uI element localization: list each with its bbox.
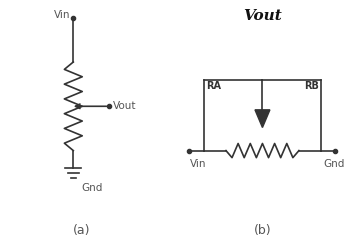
Text: Vout: Vout <box>113 101 137 111</box>
Text: Vin: Vin <box>54 10 70 20</box>
Text: (a): (a) <box>73 224 90 237</box>
Text: Vin: Vin <box>190 159 207 169</box>
Text: RA: RA <box>206 82 222 92</box>
Text: (b): (b) <box>254 224 271 237</box>
Text: RB: RB <box>304 82 319 92</box>
Polygon shape <box>255 110 270 127</box>
Text: Gnd: Gnd <box>323 159 344 169</box>
Text: Vout: Vout <box>243 9 282 23</box>
Text: Gnd: Gnd <box>81 183 103 193</box>
